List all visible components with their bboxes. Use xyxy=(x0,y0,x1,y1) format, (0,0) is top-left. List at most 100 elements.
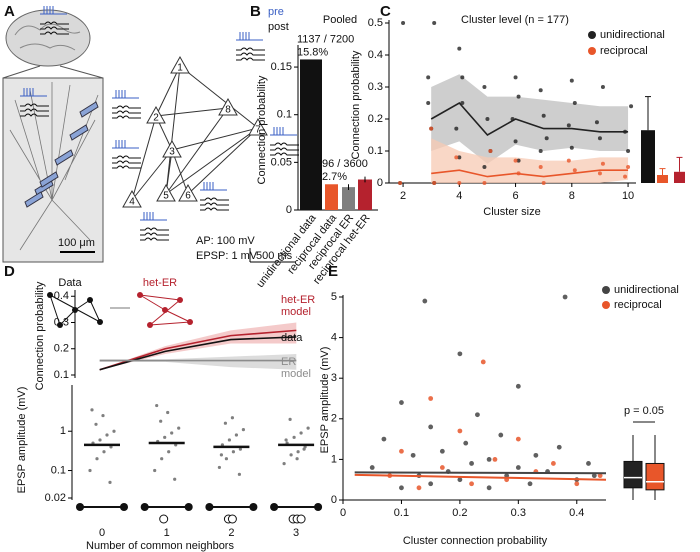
strip-point xyxy=(160,457,164,461)
strip-point xyxy=(101,413,105,418)
scatter-point xyxy=(586,461,591,466)
scatter-point xyxy=(426,75,431,80)
y-axis-label: EPSP amplitude (mV) xyxy=(319,347,331,454)
scatter-point xyxy=(629,104,634,109)
scatter-point xyxy=(457,351,463,357)
series-line xyxy=(99,329,297,371)
scatter-point xyxy=(488,149,493,153)
strip-point xyxy=(306,426,310,430)
scatter-point xyxy=(623,174,628,179)
y-tick-label: 0.02 xyxy=(45,492,66,504)
scatter-point xyxy=(429,126,434,131)
scatter-point xyxy=(515,383,521,389)
post-trace xyxy=(200,202,229,206)
pre-trace xyxy=(270,127,297,136)
scatter-point xyxy=(597,136,602,141)
scatter-point xyxy=(482,85,487,89)
chart-title: Cluster level (n = 177) xyxy=(461,14,569,26)
strip-point xyxy=(227,438,231,442)
panel-label: B xyxy=(250,3,261,20)
scatter-point xyxy=(369,465,375,470)
strip-point xyxy=(155,403,159,408)
scatter-point xyxy=(538,88,543,93)
neighbor-icon xyxy=(76,503,84,511)
neuron-node xyxy=(156,183,176,202)
scatter-point xyxy=(399,448,404,454)
illustration-edge xyxy=(149,321,191,326)
post-trace xyxy=(236,52,265,56)
strip-point xyxy=(288,417,292,421)
post-trace xyxy=(20,103,49,107)
scatter-point xyxy=(486,457,492,462)
scatter-point xyxy=(569,145,574,150)
pre-trace xyxy=(20,88,47,97)
post-trace xyxy=(140,237,169,241)
scatter-point xyxy=(541,113,546,118)
post-trace xyxy=(112,105,141,109)
neuron-node xyxy=(248,117,268,136)
neighbor-icon xyxy=(205,503,214,511)
scatter-point xyxy=(566,123,571,128)
scatter-point xyxy=(439,465,445,470)
strip-point xyxy=(230,416,234,420)
trace-label: pre xyxy=(268,6,284,18)
scatter-point xyxy=(454,155,459,160)
post-trace xyxy=(200,197,229,201)
electrode xyxy=(24,191,44,208)
scatter-point xyxy=(516,94,521,99)
illustration-edge xyxy=(89,299,101,323)
y-tick-label: 0.1 xyxy=(54,369,69,381)
y-tick-label: 0.5 xyxy=(368,17,383,29)
scatter-point xyxy=(457,155,462,160)
panel-label: A xyxy=(4,3,15,20)
neuron-node xyxy=(170,55,190,74)
strip-point xyxy=(159,419,163,423)
illustration-node xyxy=(57,322,63,328)
illustration-edge xyxy=(164,309,191,323)
scatter-point xyxy=(527,481,533,487)
y-tick-label: 0.1 xyxy=(368,145,383,157)
neighbor-icon xyxy=(314,503,323,511)
legend-label: ER model xyxy=(281,356,311,380)
chart-title: Pooled xyxy=(323,14,357,26)
scatter-point xyxy=(533,452,539,458)
scatter-point xyxy=(544,136,549,141)
legend-label: data xyxy=(281,332,303,344)
strip-point xyxy=(88,468,92,473)
post-trace xyxy=(40,26,69,30)
scatter-point xyxy=(626,165,631,169)
scatter-point xyxy=(538,149,543,153)
illustration-edge xyxy=(139,294,166,311)
scatter-point xyxy=(457,46,462,51)
neighbor-icon xyxy=(140,503,149,511)
illustration-node xyxy=(162,307,168,313)
strip-point xyxy=(173,477,177,481)
x-tick-label: 1 xyxy=(164,527,170,539)
strip-point xyxy=(112,429,116,433)
bar xyxy=(325,184,338,210)
x-tick-label: 6 xyxy=(513,190,519,202)
scale-label: AP: 100 mV xyxy=(196,235,255,247)
post-trace xyxy=(140,227,169,231)
scatter-point xyxy=(515,465,521,470)
strip-point xyxy=(105,433,109,437)
neighbor-icon xyxy=(296,514,306,524)
node-label: 7 xyxy=(255,125,261,136)
trace-label: post xyxy=(268,21,289,33)
scatter-point xyxy=(572,101,577,105)
legend-label: reciprocal xyxy=(614,299,662,311)
scatter-point xyxy=(597,473,603,479)
scatter-point xyxy=(457,477,463,483)
neuron-node xyxy=(162,139,182,158)
summary-bar xyxy=(641,130,655,183)
count-label: 1137 / 7200 xyxy=(297,33,354,45)
zoom-line xyxy=(59,65,104,79)
value-label: 15.8% xyxy=(297,46,328,58)
illustration-edge xyxy=(139,294,181,301)
scatter-point xyxy=(513,139,518,144)
y-tick-label: 0.2 xyxy=(54,343,69,355)
series-line xyxy=(431,169,629,178)
x-axis-label: Number of common neighbors xyxy=(86,540,234,552)
electrode xyxy=(39,171,59,188)
